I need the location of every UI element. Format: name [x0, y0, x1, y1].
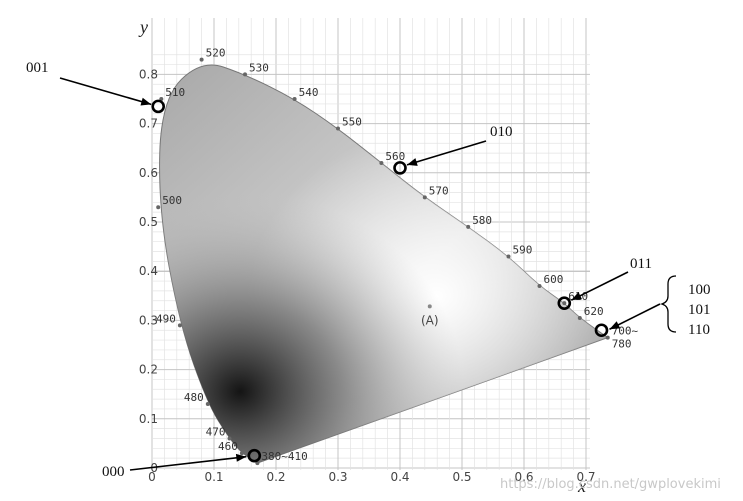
- wavelength-dot: [243, 72, 247, 77]
- wavelength-labels: 380~410 460 470 480 490 500 510 520 530 540 550 560…: [156, 47, 639, 466]
- annotation-arrow-line: [59, 77, 152, 106]
- wavelength-label: 530: [249, 61, 269, 74]
- x-tick-label: 0.7: [576, 470, 595, 484]
- wavelength-label: 510: [165, 86, 185, 99]
- x-tick-label: 0.6: [514, 470, 533, 484]
- wavelength-label: 380~410: [261, 450, 307, 463]
- wavelength-label: 490: [156, 312, 176, 325]
- wavelength-dot: [605, 335, 610, 340]
- y-tick-label: 0.4: [139, 264, 158, 278]
- x-tick-label: 0.1: [204, 470, 223, 484]
- x-tick-label: 0.4: [390, 470, 409, 484]
- annotation-arrow-head: [571, 292, 583, 301]
- annotation-code: 010: [490, 124, 513, 140]
- wavelength-dot: [199, 57, 204, 62]
- wavelength-dot: [422, 195, 427, 200]
- wavelength-label: 540: [299, 86, 319, 99]
- wavelength-label: 560: [385, 150, 405, 163]
- annotation-code: 001: [26, 60, 49, 76]
- annotation-arrow-line: [129, 455, 247, 471]
- wavelength-dot: [239, 451, 244, 456]
- annotation-arrow-head: [140, 97, 152, 106]
- annotations: 000 001 010 011 100 101 110: [26, 60, 711, 480]
- wavelength-dot: [562, 301, 567, 306]
- wavelength-label: 550: [342, 116, 362, 129]
- wavelength-dot: [336, 126, 340, 131]
- white-point-label: (A): [421, 313, 439, 327]
- wavelength-label: 480: [184, 391, 204, 404]
- y-tick-label: 0.1: [139, 412, 158, 426]
- annotation-code: 000: [102, 464, 125, 480]
- wavelength-label: 780: [612, 338, 632, 351]
- plot-axes: 00.10.20.30.40.50.60.700.10.20.30.40.50.…: [139, 67, 596, 484]
- y-tick-label: 0.6: [139, 166, 158, 180]
- wavelength-dot: [227, 436, 232, 441]
- annotation-code: 100: [688, 282, 711, 298]
- y-tick-label: 0.3: [139, 313, 158, 327]
- annotation-code: 011: [630, 256, 652, 272]
- annotation-code: 101: [688, 302, 711, 318]
- y-tick-label: 0.2: [139, 363, 158, 377]
- marked-point-circle: [151, 99, 165, 114]
- wavelength-dot: [379, 160, 384, 165]
- y-axis-label: y: [138, 17, 148, 37]
- wavelength-dot: [537, 283, 542, 288]
- wavelength-label: 570: [429, 184, 449, 197]
- x-axis-label: x: [577, 476, 586, 496]
- marked-point-circle: [594, 323, 609, 338]
- wavelength-label: 470: [206, 425, 226, 438]
- wavelength-label: 460: [218, 440, 238, 453]
- annotation-arrow-head: [609, 321, 621, 330]
- wavelength-dot: [156, 205, 161, 210]
- wavelength-dot: [466, 224, 471, 229]
- wavelength-label: 590: [513, 243, 533, 256]
- marked-point-circle: [393, 161, 407, 175]
- wavelength-label: 500: [162, 194, 182, 207]
- y-tick-label: 0.8: [139, 67, 158, 81]
- annotation-arrow-head: [235, 453, 247, 462]
- wavelength-dot: [292, 97, 297, 101]
- wavelength-label: 520: [206, 47, 226, 60]
- annotation-code: 110: [688, 322, 710, 338]
- wavelength-label: 600: [544, 273, 564, 286]
- marked-points: [151, 99, 609, 463]
- annotation-brace: [659, 275, 677, 333]
- wavelength-dot: [177, 323, 182, 328]
- wavelength-dot: [205, 402, 210, 407]
- annotation-arrow-head: [407, 158, 418, 166]
- locus-dark-core: [159, 65, 608, 464]
- watermark: https://blog.csdn.net/gwplovekimi: [500, 477, 721, 492]
- x-tick-label: 0.5: [452, 470, 471, 484]
- marked-point-circle: [557, 296, 572, 310]
- annotation-arrow-line: [406, 140, 487, 166]
- y-tick-label: 0.7: [139, 117, 158, 131]
- spectral-locus-region: [159, 64, 609, 464]
- annotation-arrow-line: [570, 271, 629, 301]
- y-tick-label: 0.5: [139, 215, 158, 229]
- white-point-dot: [427, 304, 432, 309]
- wavelength-dot: [577, 315, 582, 320]
- wavelength-label: 620: [584, 305, 604, 318]
- x-tick-label: 0.2: [266, 470, 285, 484]
- x-tick-label: 0.3: [328, 470, 347, 484]
- wavelength-label: 580: [472, 214, 492, 227]
- wavelength-dot: [506, 254, 511, 259]
- x-tick-label: 0: [148, 470, 156, 484]
- marked-point-circle: [247, 448, 262, 463]
